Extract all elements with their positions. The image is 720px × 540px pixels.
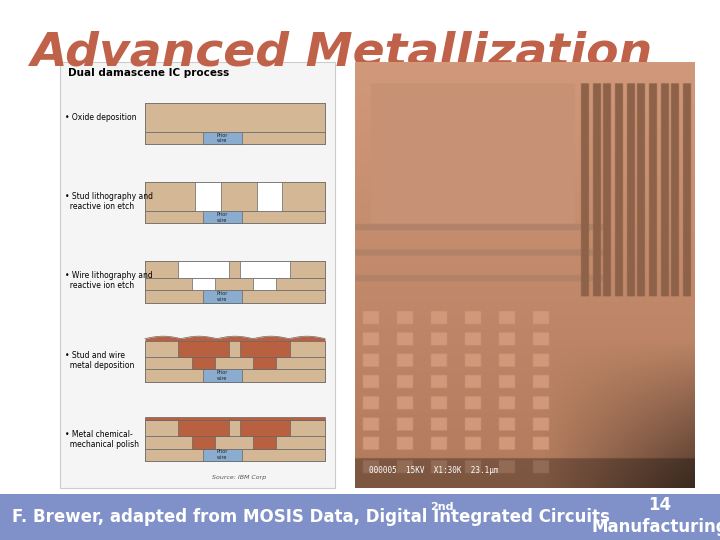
Bar	[145, 341, 325, 357]
Text: 14: 14	[649, 496, 672, 515]
Bar	[145, 278, 325, 290]
Bar	[60, 62, 335, 488]
Bar	[256, 182, 282, 211]
Bar	[240, 341, 290, 357]
Bar	[202, 449, 242, 461]
Text: Prior
wire: Prior wire	[217, 212, 228, 222]
Bar	[192, 278, 215, 290]
Bar	[145, 182, 325, 211]
Text: metal deposition: metal deposition	[65, 361, 135, 370]
Text: reactive ion etch: reactive ion etch	[65, 281, 134, 291]
Text: reactive ion etch: reactive ion etch	[65, 202, 134, 211]
Bar	[202, 369, 242, 382]
Text: F. Brewer, adapted from MOSIS Data, Digital Integrated Circuits: F. Brewer, adapted from MOSIS Data, Digi…	[12, 508, 610, 526]
Bar	[145, 357, 325, 369]
Text: Source: IBM Corp: Source: IBM Corp	[212, 475, 266, 480]
Text: • Stud lithography and: • Stud lithography and	[65, 192, 153, 201]
Text: • Stud and wire: • Stud and wire	[65, 350, 125, 360]
Text: 2nd: 2nd	[430, 502, 454, 512]
Bar	[145, 261, 325, 278]
Bar	[253, 278, 276, 290]
Text: • Oxide deposition: • Oxide deposition	[65, 113, 137, 122]
Text: • Wire lithography and: • Wire lithography and	[65, 272, 153, 280]
Bar	[145, 341, 325, 382]
Text: Manufacturing: Manufacturing	[592, 518, 720, 536]
Text: Advanced Metallization: Advanced Metallization	[30, 30, 652, 75]
Text: Prior
wire: Prior wire	[217, 133, 228, 144]
Bar	[253, 436, 276, 449]
Bar	[145, 420, 325, 461]
Text: Dual damascene IC process: Dual damascene IC process	[68, 68, 229, 78]
Bar	[145, 369, 325, 382]
Bar	[145, 103, 325, 132]
Bar	[145, 211, 325, 224]
Bar	[192, 357, 215, 369]
Bar	[179, 420, 229, 436]
Bar	[192, 436, 215, 449]
Text: Prior
wire: Prior wire	[217, 370, 228, 381]
Bar	[202, 132, 242, 144]
Bar	[145, 420, 325, 436]
Bar	[145, 182, 325, 224]
Bar	[145, 290, 325, 302]
Text: Prior
wire: Prior wire	[217, 291, 228, 302]
Text: 000005  15KV  X1:30K  23.1μm: 000005 15KV X1:30K 23.1μm	[369, 466, 498, 475]
Bar	[145, 103, 325, 144]
Text: Prior
wire: Prior wire	[217, 449, 228, 460]
Bar	[202, 211, 242, 224]
Text: mechanical polish: mechanical polish	[65, 440, 139, 449]
Bar	[145, 449, 325, 461]
Bar	[179, 341, 229, 357]
Bar	[145, 416, 325, 420]
Bar	[195, 182, 220, 211]
Bar	[145, 261, 325, 302]
Bar	[0, 494, 720, 540]
Bar	[179, 261, 229, 278]
Bar	[240, 420, 290, 436]
Bar	[145, 132, 325, 144]
Bar	[145, 436, 325, 449]
Bar	[253, 357, 276, 369]
Bar	[202, 290, 242, 302]
Text: • Metal chemical-: • Metal chemical-	[65, 430, 132, 439]
Bar	[240, 261, 290, 278]
